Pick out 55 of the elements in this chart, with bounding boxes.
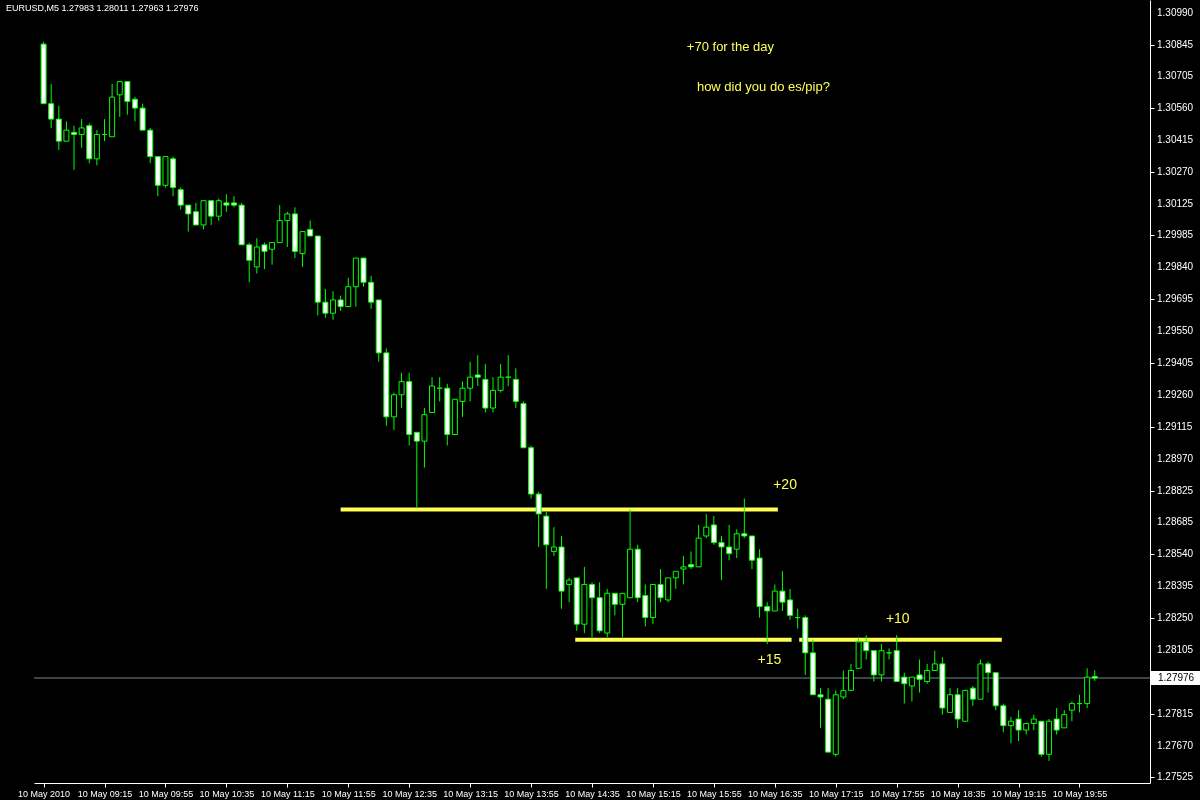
candlestick	[535, 491, 542, 548]
y-tick-label: 1.29115	[1157, 420, 1193, 432]
x-tick-label: 10 May 13:55	[504, 788, 559, 799]
y-tick-label: 1.27525	[1157, 771, 1194, 783]
x-tick-label: 10 May 09:55	[138, 788, 194, 799]
y-tick-label: 1.29985	[1157, 228, 1194, 240]
y-tick-label: 1.30125	[1157, 198, 1194, 210]
y-tick-label: 1.28825	[1157, 484, 1194, 496]
x-tick-label: 10 May 13:15	[443, 788, 498, 799]
annotation: how did you do es/pip?	[696, 78, 830, 94]
x-tick-label: 10 May 11:15	[260, 788, 315, 799]
x-tick-label: 10 May 17:15	[808, 788, 864, 799]
y-tick-label: 1.29840	[1157, 260, 1194, 272]
candlestick	[474, 354, 481, 387]
y-tick-label: 1.28395	[1157, 579, 1194, 591]
x-tick-label: 10 May 19:15	[991, 788, 1047, 799]
x-tick-label: 10 May 10:35	[199, 788, 255, 799]
candlestick	[512, 367, 519, 409]
y-tick-label: 1.30415	[1157, 134, 1194, 146]
x-tick-label: 10 May 12:35	[382, 788, 437, 799]
y-tick-label: 1.29260	[1157, 388, 1194, 400]
y-tick-label: 1.28105	[1157, 643, 1194, 655]
x-tick-label: 10 May 15:55	[687, 788, 742, 799]
x-tick-label: 10 May 15:15	[626, 788, 681, 799]
candlestick	[886, 647, 893, 660]
annotation: +20	[773, 476, 798, 493]
annotation: +10	[885, 609, 910, 626]
x-tick-label: 10 May 14:35	[565, 788, 620, 799]
x-tick-label: 10 May 11:55	[321, 788, 376, 799]
x-tick-label: 10 May 2010	[18, 788, 71, 799]
annotation: +15	[757, 651, 782, 668]
y-tick-label: 1.30705	[1157, 70, 1194, 82]
y-tick-label: 1.27815	[1157, 707, 1194, 719]
candlestick	[703, 513, 710, 539]
annotation: +70 for the day	[686, 38, 775, 54]
chart-title: EURUSD,M5 1.27983 1.28011 1.27963 1.27976	[6, 3, 199, 13]
x-tick-label: 10 May 18:35	[930, 788, 986, 799]
y-tick-label: 1.30270	[1157, 166, 1194, 178]
y-tick-label: 1.29695	[1157, 292, 1194, 304]
x-tick-label: 10 May 17:55	[869, 788, 925, 799]
y-tick-label: 1.28970	[1157, 452, 1194, 464]
y-tick-label: 1.28685	[1157, 515, 1194, 527]
x-tick-label: 10 May 16:35	[748, 788, 803, 799]
y-tick-label: 1.29550	[1157, 324, 1194, 336]
candlestick	[1068, 700, 1075, 722]
y-tick-label: 1.27670	[1157, 739, 1194, 751]
y-tick-label: 1.28250	[1157, 611, 1194, 623]
y-tick-label: 1.28540	[1157, 547, 1194, 559]
y-tick-label: 1.30560	[1157, 102, 1194, 114]
x-tick-label: 10 May 09:15	[77, 788, 133, 799]
x-tick-label: 10 May 19:55	[1052, 788, 1108, 799]
y-tick-label: 1.29405	[1157, 356, 1194, 368]
y-tick-label: 1.30990	[1157, 7, 1194, 19]
ref-line-label: 1.27976	[1158, 672, 1195, 684]
y-tick-label: 1.30845	[1157, 39, 1194, 51]
